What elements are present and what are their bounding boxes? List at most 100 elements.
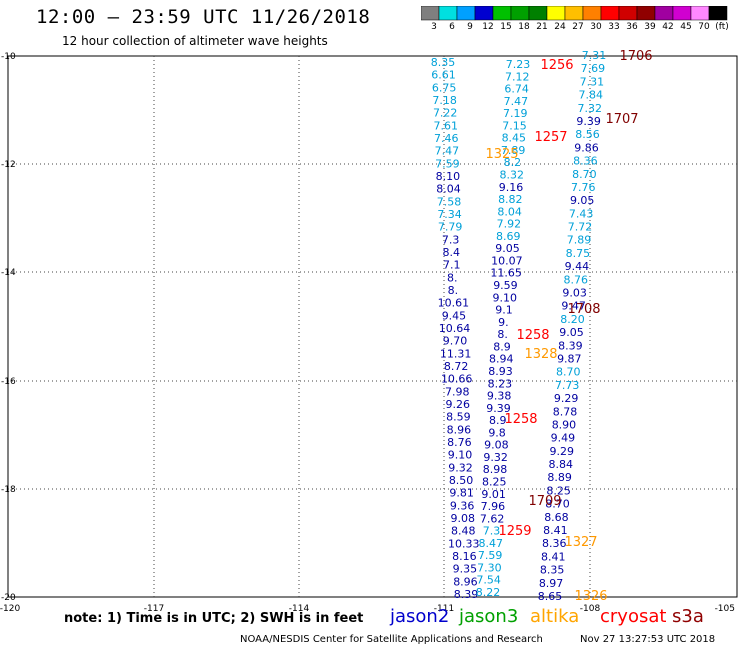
pass-time-label: 1256 xyxy=(540,58,573,73)
swh-value-pass-b: 8.32 xyxy=(499,169,524,182)
swh-value-pass-a: 8.48 xyxy=(451,525,476,538)
swh-value-pass-c: 8.90 xyxy=(552,418,577,431)
swh-value-pass-a: 9.36 xyxy=(450,499,475,512)
colorbar-label: 6 xyxy=(449,22,455,32)
swh-value-pass-b: 9.59 xyxy=(493,279,518,292)
swh-value-pass-c: 7.84 xyxy=(579,89,604,102)
swh-value-pass-a: 8. xyxy=(448,284,459,297)
swh-value-pass-a: 8.96 xyxy=(447,423,472,436)
swh-value-pass-a: 8.4 xyxy=(442,246,460,259)
swh-value-pass-b: 8.22 xyxy=(476,586,501,599)
swh-value-pass-c: 8.41 xyxy=(543,524,568,537)
colorbar-label: 36 xyxy=(626,22,638,32)
lat-tick-label: -14 xyxy=(1,268,16,278)
swh-value-pass-b: 7.3 xyxy=(483,525,501,538)
swh-value-pass-a: 7.22 xyxy=(433,107,458,120)
swh-value-pass-a: 6.75 xyxy=(432,81,457,94)
swh-value-pass-b: 8.45 xyxy=(502,132,527,145)
swh-value-pass-a: 10.66 xyxy=(441,373,473,386)
swh-value-pass-b: 10.07 xyxy=(491,254,523,267)
swh-value-pass-c: 7.43 xyxy=(569,207,594,220)
swh-value-pass-c: 9.47 xyxy=(561,300,586,313)
swh-value-pass-b: 7.92 xyxy=(497,218,522,231)
swh-value-pass-a: 9.32 xyxy=(448,461,473,474)
swh-value-pass-a: 10.33 xyxy=(448,537,480,550)
swh-value-pass-a: 7.47 xyxy=(435,145,460,158)
swh-value-pass-b: 7.89 xyxy=(501,144,526,157)
swh-value-pass-a: 7.1 xyxy=(443,259,461,272)
swh-value-pass-c: 7.89 xyxy=(567,234,592,247)
colorbar-label: 9 xyxy=(467,22,473,32)
swh-value-pass-a: 10.64 xyxy=(439,322,471,335)
swh-value-pass-b: 8.2 xyxy=(504,156,522,169)
swh-value-pass-b: 9.8 xyxy=(488,426,506,439)
swh-value-pass-b: 8.23 xyxy=(488,377,513,390)
swh-value-pass-c: 7.73 xyxy=(555,379,580,392)
colorbar-labels: 3 6 9 12 15 18 21 24 27 30 33 36 39 42 45 70 (ft) xyxy=(421,22,740,36)
swh-value-pass-b: 8.47 xyxy=(479,537,504,550)
swh-value-pass-c: 9.87 xyxy=(557,352,582,365)
pass-time-label: 1325 xyxy=(485,147,518,162)
swh-value-pass-b: 7.30 xyxy=(477,561,502,574)
swh-value-pass-a: 6.61 xyxy=(431,69,456,82)
generated-timestamp: Nov 27 13:27:53 UTC 2018 xyxy=(580,634,716,645)
swh-value-pass-c: 9.86 xyxy=(574,141,599,154)
swh-value-pass-a: 8.10 xyxy=(436,170,461,183)
swh-value-pass-c: 8.75 xyxy=(566,247,591,260)
colorbar-label: 18 xyxy=(518,22,530,32)
pass-time-label: 1326 xyxy=(574,589,607,604)
swh-value-pass-b: 7.15 xyxy=(502,119,527,132)
swh-value-pass-a: 7.58 xyxy=(437,195,462,208)
swh-value-pass-b: 8.9 xyxy=(489,414,507,427)
swh-value-pass-b: 8.25 xyxy=(482,475,507,488)
swh-value-pass-c: 8.70 xyxy=(556,366,581,379)
swh-value-pass-c: 8.84 xyxy=(548,458,573,471)
swh-value-pass-b: 8.82 xyxy=(498,193,523,206)
lon-tick-label: -111 xyxy=(434,604,454,614)
swh-value-pass-b: 9.10 xyxy=(492,291,517,304)
swh-value-pass-a: 9.45 xyxy=(442,309,467,322)
colorbar-swatch xyxy=(708,6,728,21)
swh-value-pass-a: 7.98 xyxy=(445,385,470,398)
swh-value-pass-b: 7.23 xyxy=(506,58,531,71)
swh-value-pass-a: 8.35 xyxy=(431,56,456,69)
swh-value-pass-c: 8.68 xyxy=(544,511,569,524)
credit-line: NOAA/NESDIS Center for Satellite Applica… xyxy=(240,634,543,645)
swh-value-pass-b: 9.16 xyxy=(499,181,524,194)
swh-value-pass-a: 9.26 xyxy=(446,398,471,411)
legend-altika: altika xyxy=(530,606,580,627)
swh-value-pass-c: 9.29 xyxy=(554,392,579,405)
lon-tick-label: -117 xyxy=(144,604,164,614)
swh-value-pass-b: 6.74 xyxy=(504,83,529,96)
swh-value-pass-c: 7.76 xyxy=(571,181,596,194)
swh-value-pass-c: 7.31 xyxy=(582,49,607,62)
swh-value-pass-b: 7.47 xyxy=(504,95,529,108)
pass-time-label: 1258 xyxy=(516,328,549,343)
swh-value-pass-c: 8.70 xyxy=(572,168,597,181)
swh-value-pass-b: 9. xyxy=(498,316,509,329)
swh-value-pass-c: 7.69 xyxy=(581,62,606,75)
colorbar-label: 30 xyxy=(590,22,602,32)
swh-value-pass-c: 8.35 xyxy=(540,564,565,577)
lon-tick-label: -105 xyxy=(715,604,735,614)
swh-value-pass-c: 9.03 xyxy=(562,287,587,300)
swh-value-pass-c: 9.49 xyxy=(551,432,576,445)
lon-tick-label: -114 xyxy=(289,604,310,614)
swh-value-pass-b: 8.69 xyxy=(496,230,521,243)
swh-value-pass-a: 9.81 xyxy=(449,487,474,500)
swh-value-pass-a: 8.04 xyxy=(436,183,461,196)
swh-value-pass-a: 8.59 xyxy=(446,411,471,424)
lat-tick-label: -16 xyxy=(1,377,16,387)
swh-value-pass-b: 7.59 xyxy=(478,549,503,562)
swh-value-pass-b: 8.98 xyxy=(483,463,508,476)
colorbar-label: (ft) xyxy=(715,22,729,32)
swh-value-pass-a: 8.39 xyxy=(454,588,479,601)
pass-time-label: 1258 xyxy=(504,412,537,427)
swh-value-pass-a: 7.18 xyxy=(432,94,457,107)
swh-value-pass-c: 9.05 xyxy=(570,194,595,207)
lat-tick-label: -12 xyxy=(1,160,16,170)
swh-value-pass-b: 7.54 xyxy=(476,574,501,587)
pass-time-label: 1259 xyxy=(498,524,531,539)
swh-value-pass-a: 8.72 xyxy=(444,360,469,373)
swh-value-pass-a: 8.50 xyxy=(449,474,474,487)
